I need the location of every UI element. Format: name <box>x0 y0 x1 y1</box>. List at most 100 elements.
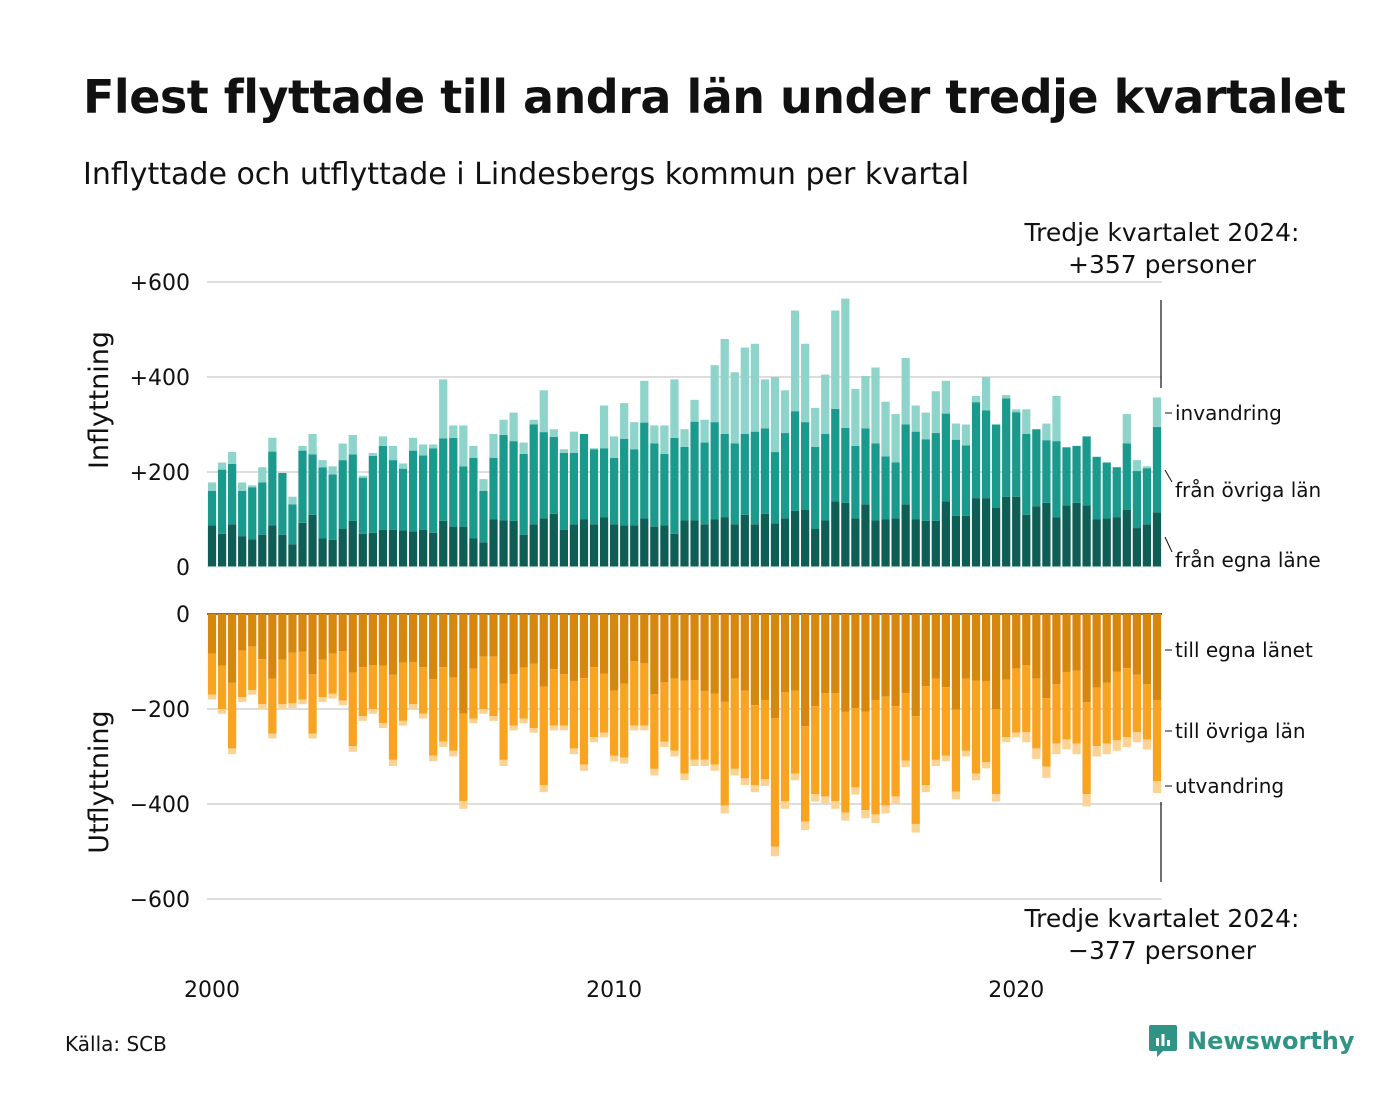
bar-inflow-immigration <box>348 434 357 455</box>
bar-outflow-other-counties <box>499 683 508 760</box>
bar-inflow-own-county <box>750 524 759 567</box>
bar-inflow-own-county <box>569 524 579 567</box>
bar-outflow-other-counties <box>288 652 297 704</box>
bar-outflow-own-county <box>499 614 508 684</box>
bar-inflow-other-counties <box>931 433 940 521</box>
bar-inflow-own-county <box>610 524 619 567</box>
bar-inflow-immigration <box>479 479 488 491</box>
bar-outflow-own-county <box>911 614 920 717</box>
bar-inflow-immigration <box>217 462 227 470</box>
bar-outflow-own-county <box>589 614 599 668</box>
bar-inflow-other-counties <box>740 434 749 515</box>
bar-outflow-other-counties <box>620 683 629 758</box>
bar-inflow-immigration <box>770 377 780 453</box>
bar-inflow-own-county <box>730 524 739 567</box>
bar-inflow-other-counties <box>579 434 589 520</box>
bar-outflow-emigration <box>579 764 589 771</box>
bar-outflow-other-counties <box>338 651 347 701</box>
bar-outflow-own-county <box>429 614 438 680</box>
bar-outflow-emigration <box>951 791 961 800</box>
bar-inflow-other-counties <box>680 446 689 521</box>
bar-outflow-emigration <box>589 737 599 743</box>
bar-outflow-emigration <box>1012 732 1021 738</box>
bar-outflow-other-counties <box>559 674 568 726</box>
bar-outflow-emigration <box>207 694 217 700</box>
bar-outflow-own-county <box>1062 614 1071 672</box>
bar-outflow-other-counties <box>1022 665 1031 733</box>
bar-outflow-emigration <box>228 748 237 755</box>
bar-outflow-own-county <box>268 614 277 679</box>
bar-outflow-emigration <box>851 787 860 795</box>
bar-inflow-own-county <box>338 529 347 567</box>
bar-outflow-other-counties <box>1152 699 1162 782</box>
bar-inflow-own-county <box>238 536 247 567</box>
bar-outflow-emigration <box>1112 740 1121 751</box>
bar-inflow-immigration <box>650 425 659 444</box>
bar-inflow-immigration <box>398 463 408 469</box>
bar-inflow-other-counties <box>238 491 247 537</box>
bar-inflow-other-counties <box>519 453 528 535</box>
bar-inflow-immigration <box>599 405 609 449</box>
bar-outflow-own-county <box>217 614 227 666</box>
bar-outflow-other-counties <box>1032 678 1041 749</box>
source-note: Källa: SCB <box>65 1032 167 1056</box>
bar-outflow-emigration <box>690 759 699 766</box>
bar-inflow-other-counties <box>509 441 518 521</box>
bar-inflow-other-counties <box>780 433 790 519</box>
bar-inflow-immigration <box>499 419 508 435</box>
bar-outflow-other-counties <box>851 708 860 788</box>
bar-inflow-other-counties <box>841 427 850 503</box>
bar-outflow-emigration <box>569 748 579 755</box>
bar-outflow-own-county <box>408 614 418 662</box>
bar-inflow-own-county <box>861 504 870 567</box>
bar-outflow-emigration <box>891 796 900 804</box>
bar-inflow-own-county <box>921 520 930 567</box>
legend-label-bottom: till egna länet <box>1175 638 1313 662</box>
bar-inflow-other-counties <box>258 482 267 535</box>
bar-inflow-immigration <box>268 437 277 452</box>
bar-outflow-emigration <box>1042 766 1051 778</box>
bar-inflow-other-counties <box>459 466 468 527</box>
bar-outflow-other-counties <box>449 677 458 751</box>
bar-inflow-other-counties <box>1122 443 1131 510</box>
bar-outflow-own-county <box>901 614 910 694</box>
bar-outflow-other-counties <box>770 718 780 847</box>
x-tick-label: 2020 <box>988 978 1044 1000</box>
bar-inflow-other-counties <box>750 431 759 525</box>
bar-outflow-emigration <box>640 725 649 731</box>
bar-inflow-own-county <box>841 502 850 567</box>
bar-inflow-immigration <box>730 372 739 444</box>
bar-inflow-own-county <box>499 520 508 567</box>
bar-inflow-immigration <box>700 419 709 443</box>
bar-outflow-other-counties <box>811 706 820 795</box>
bar-inflow-own-county <box>790 510 800 567</box>
bar-inflow-immigration <box>338 443 347 461</box>
bar-inflow-immigration <box>228 452 237 464</box>
bar-inflow-other-counties <box>811 446 820 529</box>
bar-inflow-other-counties <box>1102 462 1111 519</box>
bar-inflow-own-county <box>941 501 950 567</box>
x-tick-label: 2000 <box>184 978 240 1000</box>
bar-outflow-other-counties <box>248 646 257 690</box>
bar-outflow-other-counties <box>861 711 870 811</box>
bar-outflow-other-counties <box>1142 684 1152 740</box>
bar-outflow-own-county <box>1102 614 1111 683</box>
bar-inflow-other-counties <box>479 491 488 543</box>
bar-inflow-own-county <box>519 534 528 567</box>
y-tick-label-bottom: 0 <box>176 603 190 628</box>
legend-label-top: invandring <box>1175 401 1282 425</box>
bar-outflow-other-counties <box>1082 702 1091 795</box>
bar-outflow-emigration <box>318 697 327 702</box>
bar-inflow-immigration <box>640 380 649 423</box>
bar-outflow-own-county <box>730 614 739 679</box>
bar-inflow-other-counties <box>449 437 458 527</box>
bar-outflow-own-county <box>841 614 850 712</box>
bar-inflow-other-counties <box>569 453 579 525</box>
bar-outflow-other-counties <box>710 693 719 765</box>
bar-inflow-own-county <box>1042 502 1051 567</box>
bar-inflow-immigration <box>871 367 880 444</box>
bar-outflow-other-counties <box>228 682 237 749</box>
newsworthy-logo[interactable]: Newsworthy <box>1148 1023 1355 1059</box>
bar-outflow-own-county <box>1082 614 1091 703</box>
bar-inflow-immigration <box>931 391 940 434</box>
